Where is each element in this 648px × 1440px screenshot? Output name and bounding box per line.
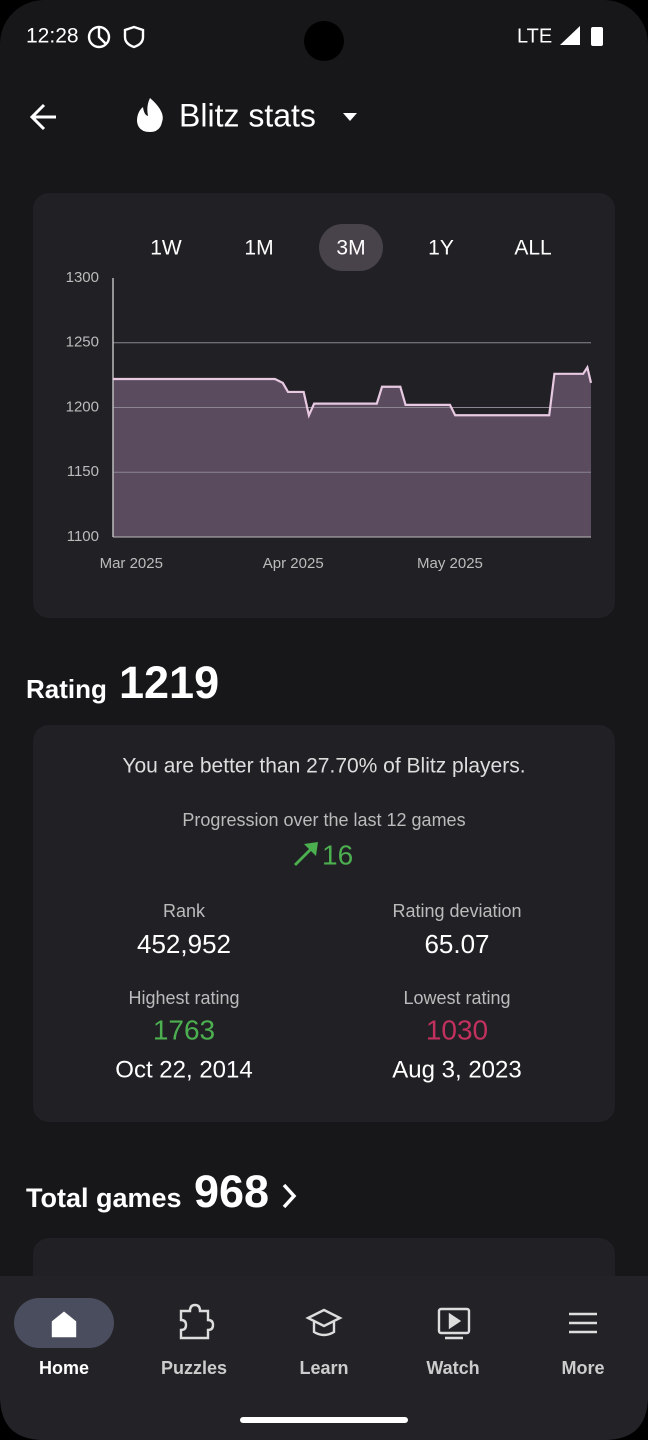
back-button[interactable] — [29, 103, 56, 131]
status-time: 12:28 — [26, 25, 79, 48]
y-tick-label: 1250 — [66, 334, 99, 351]
y-tick-label: 1200 — [66, 398, 99, 415]
range-option[interactable]: 1Y — [428, 237, 454, 260]
chart: 1W 1M 3M 1Y ALL 1100 1150 1200 1250 1300 Mar 2025 A… — [66, 224, 593, 572]
progression-arrow — [294, 842, 318, 866]
x-tick-label: May 2025 — [417, 555, 483, 572]
nav-label[interactable]: Learn — [299, 1358, 348, 1378]
y-tick-label: 1150 — [67, 463, 99, 480]
lowest-label: Lowest rating — [403, 988, 510, 1008]
dropdown-icon[interactable] — [343, 113, 357, 121]
signal-icon — [560, 26, 580, 45]
line — [113, 364, 593, 419]
x-tick-label: Mar 2025 — [100, 555, 163, 572]
camera — [304, 21, 344, 61]
nav-label[interactable]: Watch — [426, 1358, 479, 1378]
y-tick-label: 1300 — [66, 269, 99, 286]
home-indicator — [240, 1417, 408, 1423]
rating-card — [33, 725, 615, 1122]
deviation-value: 65.07 — [424, 929, 489, 959]
nav-label[interactable]: Home — [39, 1358, 89, 1378]
area — [113, 367, 591, 537]
progression-label: Progression over the last 12 games — [182, 810, 465, 830]
lowest-value: 1030 — [426, 1014, 488, 1045]
highest-label: Highest rating — [128, 988, 239, 1008]
rating-label: Rating — [26, 674, 107, 704]
percentile-text: You are better than 27.70% of Blitz play… — [122, 755, 525, 778]
deviation-label: Rating deviation — [392, 901, 521, 921]
highest-value: 1763 — [153, 1014, 215, 1045]
rating-value: 1219 — [119, 657, 219, 708]
y-tick-label: 1100 — [67, 528, 99, 545]
total-games-chevron[interactable] — [282, 1183, 297, 1209]
status-icons — [87, 25, 145, 49]
nav-items: Home Puzzles Learn Watch More — [14, 1298, 605, 1378]
progression-value: 16 — [322, 839, 353, 870]
nav-icons — [51, 1303, 597, 1340]
range-selected[interactable] — [319, 224, 383, 271]
lowest-date: Aug 3, 2023 — [392, 1056, 521, 1083]
x-tick-label: Apr 2025 — [263, 555, 324, 572]
flame-icon — [137, 98, 163, 132]
range-option[interactable]: 1M — [244, 237, 273, 260]
nav-bar — [0, 1276, 648, 1440]
range-option[interactable]: 1W — [150, 237, 182, 260]
total-games-value[interactable]: 968 — [194, 1166, 269, 1217]
header-title[interactable]: Blitz stats — [179, 97, 316, 133]
status-network: LTE — [517, 25, 552, 47]
total-games-label[interactable]: Total games — [26, 1183, 182, 1213]
battery-icon — [591, 27, 603, 46]
highest-date: Oct 22, 2014 — [115, 1056, 252, 1083]
rank-value: 452,952 — [137, 929, 231, 959]
rank-label: Rank — [163, 901, 206, 921]
nav-label[interactable]: More — [561, 1358, 604, 1378]
range-option[interactable]: 3M — [336, 237, 365, 260]
range-option[interactable]: ALL — [514, 237, 551, 260]
nav-label[interactable]: Puzzles — [161, 1358, 227, 1378]
